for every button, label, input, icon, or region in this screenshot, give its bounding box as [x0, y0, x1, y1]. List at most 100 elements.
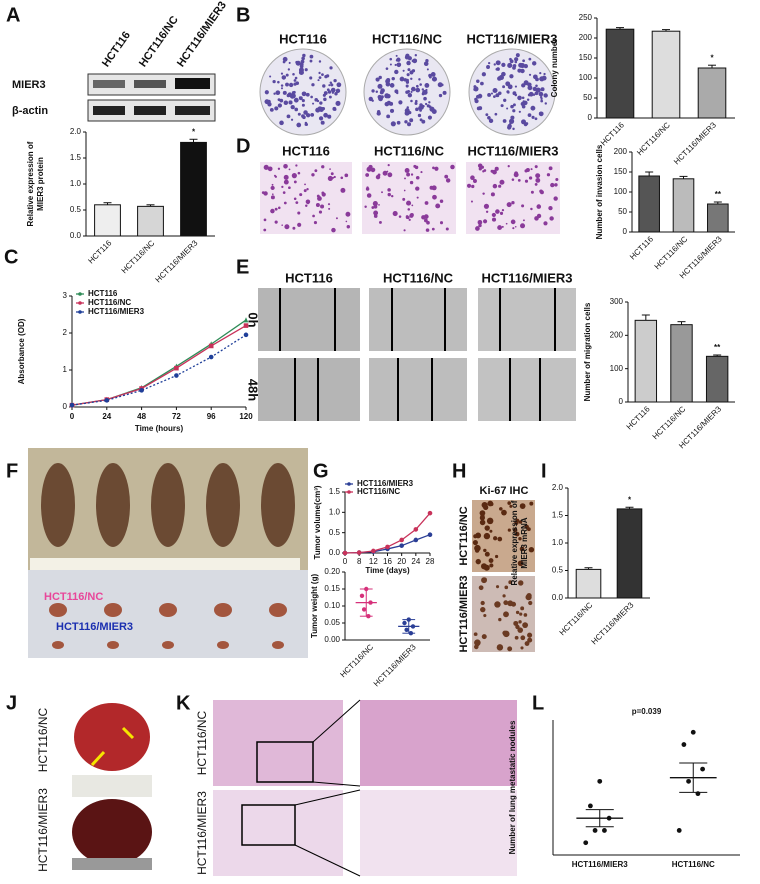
nucleus: [502, 594, 506, 598]
colony: [323, 112, 328, 118]
bar: [575, 568, 602, 599]
ruler: [30, 558, 300, 570]
colony: [526, 98, 530, 101]
colony: [277, 80, 280, 84]
colony: [405, 78, 409, 82]
cell: [387, 172, 393, 178]
nucleus: [489, 502, 494, 507]
row-label: HCT116/NC: [458, 506, 470, 565]
panel-letter: J: [6, 692, 17, 714]
colony: [368, 96, 373, 102]
x-tick-label: 120: [239, 412, 253, 421]
y-tick-label: 200: [610, 330, 624, 339]
cell: [425, 228, 430, 232]
cell: [329, 168, 331, 170]
cell: [483, 169, 487, 172]
colony: [318, 76, 322, 79]
legend-marker: [78, 301, 82, 305]
cell: [293, 180, 297, 184]
colony: [427, 115, 433, 120]
tumor: [214, 603, 232, 617]
arrows: [90, 726, 135, 767]
y-tick-label: 150: [614, 167, 628, 176]
arrow: [90, 750, 106, 767]
x-tick-label: HCT116/NC: [672, 860, 715, 869]
cell: [387, 188, 391, 192]
image-label: HCT116: [282, 143, 330, 158]
cell: [472, 179, 477, 183]
cell: [432, 166, 435, 170]
cell: [277, 167, 281, 170]
cell: [550, 182, 555, 188]
colony: [384, 101, 390, 107]
colony: [406, 106, 409, 109]
colony: [282, 90, 287, 95]
colony: [305, 92, 310, 97]
zoom-line: [294, 844, 361, 877]
colony: [528, 73, 532, 76]
wound-image: [478, 358, 576, 421]
cell: [263, 228, 267, 232]
nucleus: [504, 585, 509, 590]
time-label: 48h: [246, 379, 261, 401]
photos: [28, 48, 576, 877]
colony: [528, 57, 532, 61]
mouse: [151, 463, 185, 547]
image-label: HCT116/MIER3: [466, 31, 557, 46]
image-title: Ki-67 IHC: [480, 485, 529, 497]
y-tick-label: 2.0: [552, 483, 564, 492]
cell: [303, 189, 307, 193]
colony: [437, 82, 443, 88]
cell: [404, 168, 410, 173]
y-tick-label: 200: [579, 33, 593, 42]
panel-letter: C: [4, 246, 18, 268]
nucleus: [488, 558, 494, 563]
panel-letter: L: [532, 692, 544, 714]
colony: [414, 54, 417, 57]
tumor: [49, 603, 67, 617]
colony: [496, 67, 500, 71]
colony: [500, 104, 504, 108]
marker: [243, 323, 249, 328]
colony: [409, 118, 414, 123]
cell: [477, 219, 483, 225]
x-tick-label: HCT116: [628, 234, 655, 261]
colony: [317, 79, 320, 82]
colony: [510, 115, 515, 120]
colony: [522, 59, 525, 63]
image-label: HCT116/NC: [383, 270, 454, 285]
colony: [280, 87, 284, 90]
colony: [303, 110, 308, 115]
colony: [494, 112, 498, 116]
colony: [269, 107, 274, 112]
cell: [297, 222, 302, 227]
cell: [284, 224, 290, 230]
colony: [311, 83, 315, 87]
colony: [398, 100, 403, 105]
colony: [301, 114, 305, 118]
colony: [316, 99, 320, 103]
zoom-line: [312, 699, 361, 743]
cell: [373, 214, 378, 218]
plate: [468, 48, 556, 136]
cell: [403, 189, 406, 192]
y-axis-label: Number of lung metastatic nodules: [508, 720, 517, 854]
colony: [539, 72, 542, 75]
colony: [518, 110, 521, 113]
colony: [428, 73, 432, 78]
mouse: [206, 463, 240, 547]
nucleus: [486, 517, 494, 525]
cell: [485, 210, 489, 213]
panel-letter: K: [176, 692, 191, 714]
colony: [280, 84, 284, 87]
colony: [402, 69, 405, 72]
colony: [297, 112, 301, 116]
colony: [531, 115, 535, 119]
nucleus: [520, 606, 525, 611]
cell: [501, 208, 505, 212]
colony: [543, 72, 546, 76]
zoom-line: [294, 789, 361, 806]
colony: [431, 109, 437, 115]
colony: [331, 91, 335, 94]
annotation: *: [710, 53, 714, 62]
